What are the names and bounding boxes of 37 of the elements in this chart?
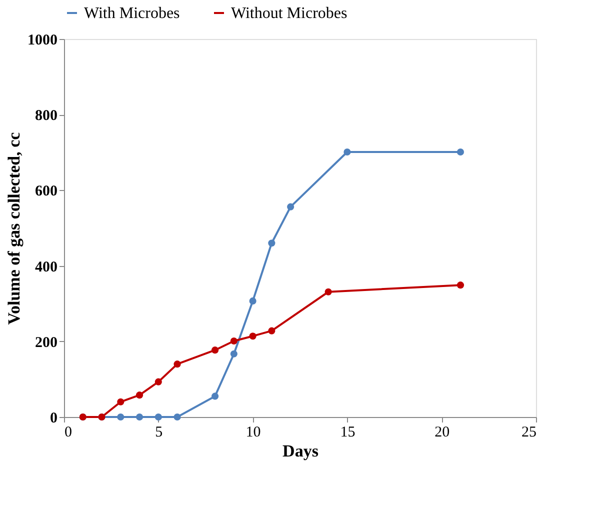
point xyxy=(136,413,144,421)
y-tick-label: 200 xyxy=(35,334,58,351)
point xyxy=(174,413,181,421)
y-tick-label: 1000 xyxy=(28,32,58,48)
point xyxy=(287,203,294,210)
x-tick-label: 20 xyxy=(434,424,450,440)
point xyxy=(117,413,124,421)
y-tick-label: 400 xyxy=(35,259,58,276)
x-tick-label: 0 xyxy=(64,424,72,440)
point xyxy=(324,288,332,296)
point xyxy=(154,378,162,386)
point xyxy=(212,346,219,354)
point xyxy=(456,282,464,289)
point xyxy=(212,392,219,400)
point xyxy=(136,392,144,399)
point xyxy=(154,413,162,421)
y-axis-title: Volume of gas collected, cc xyxy=(4,132,24,325)
point xyxy=(344,148,351,156)
point xyxy=(230,337,238,345)
legend-label: With Microbes xyxy=(84,5,180,22)
y-tick-label: 600 xyxy=(35,184,58,200)
point xyxy=(456,148,464,156)
x-tick-label: 15 xyxy=(340,424,356,440)
point xyxy=(249,297,256,304)
point xyxy=(230,350,238,358)
y-tick-label: 0 xyxy=(50,410,58,426)
x-tick-label: 10 xyxy=(246,424,261,440)
legend-label: Without Microbes xyxy=(231,5,348,22)
y-tick-label: 800 xyxy=(35,108,58,124)
x-axis-title: Days xyxy=(282,442,319,460)
x-tick-label: 25 xyxy=(522,424,536,440)
point xyxy=(249,332,256,340)
point xyxy=(268,240,276,247)
point xyxy=(117,398,124,406)
point xyxy=(174,360,181,368)
point xyxy=(268,327,276,334)
x-tick-label: 5 xyxy=(155,424,163,440)
